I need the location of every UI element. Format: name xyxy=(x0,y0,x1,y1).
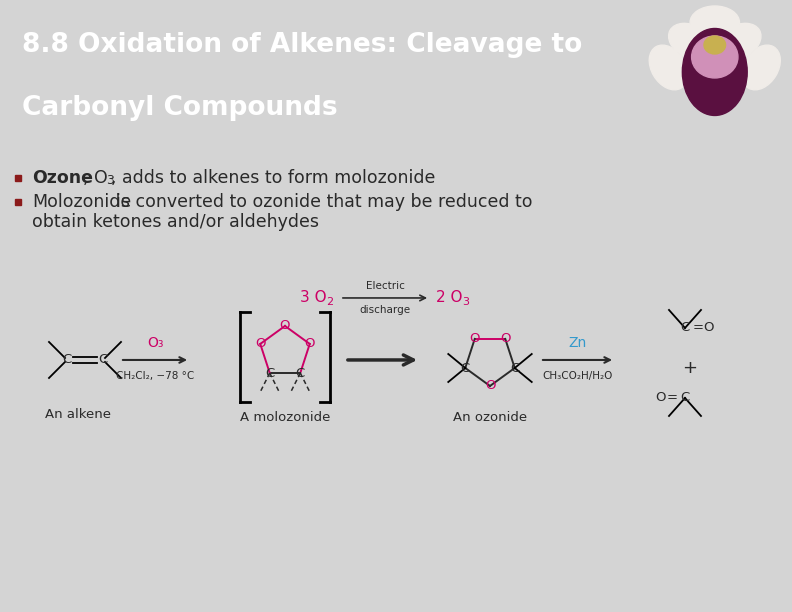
Text: C: C xyxy=(98,354,108,367)
Text: =: = xyxy=(692,321,703,335)
Text: O: O xyxy=(485,379,495,392)
Text: O: O xyxy=(280,319,290,332)
Text: CH₃CO₂H/H₂O: CH₃CO₂H/H₂O xyxy=(543,371,613,381)
Text: +: + xyxy=(683,359,698,377)
Ellipse shape xyxy=(691,36,738,78)
Text: O₃: O₃ xyxy=(147,336,163,350)
Text: O: O xyxy=(656,392,666,405)
Text: discharge: discharge xyxy=(360,305,410,315)
Text: is converted to ozonide that may be reduced to: is converted to ozonide that may be redu… xyxy=(116,193,532,211)
Ellipse shape xyxy=(668,23,714,61)
Text: C: C xyxy=(265,367,274,379)
Text: C: C xyxy=(680,392,690,405)
Text: An ozonide: An ozonide xyxy=(453,411,527,425)
Text: , adds to alkenes to form molozonide: , adds to alkenes to form molozonide xyxy=(111,169,436,187)
Text: , O: , O xyxy=(83,169,108,187)
Text: An alkene: An alkene xyxy=(45,408,111,422)
Text: C: C xyxy=(680,321,690,335)
Text: 8.8 Oxidation of Alkenes: Cleavage to: 8.8 Oxidation of Alkenes: Cleavage to xyxy=(22,32,583,58)
Text: Electric: Electric xyxy=(366,281,405,291)
Text: C: C xyxy=(461,362,470,375)
Text: 3: 3 xyxy=(462,297,469,307)
Text: O: O xyxy=(470,332,480,345)
Text: Carbonyl Compounds: Carbonyl Compounds xyxy=(22,95,338,121)
Text: 2: 2 xyxy=(326,297,333,307)
Text: =: = xyxy=(667,392,677,405)
Text: O: O xyxy=(304,337,315,351)
Text: C: C xyxy=(295,367,305,379)
Ellipse shape xyxy=(649,45,687,90)
Ellipse shape xyxy=(683,29,747,116)
Text: Ozone: Ozone xyxy=(32,169,93,187)
Text: O: O xyxy=(255,337,265,351)
Text: A molozonide: A molozonide xyxy=(240,411,330,425)
Text: 2 O: 2 O xyxy=(436,291,463,305)
Ellipse shape xyxy=(690,6,740,39)
Ellipse shape xyxy=(715,23,761,61)
Text: obtain ketones and/or aldehydes: obtain ketones and/or aldehydes xyxy=(32,213,319,231)
Text: O: O xyxy=(704,321,714,335)
Text: Molozonide: Molozonide xyxy=(32,193,131,211)
Text: C: C xyxy=(510,362,520,375)
Text: 3: 3 xyxy=(106,174,114,187)
Text: CH₂Cl₂, −78 °C: CH₂Cl₂, −78 °C xyxy=(116,371,194,381)
Text: 3 O: 3 O xyxy=(300,291,326,305)
Ellipse shape xyxy=(742,45,780,90)
Text: C: C xyxy=(63,354,71,367)
Text: O: O xyxy=(500,332,511,345)
Ellipse shape xyxy=(704,36,725,54)
Text: Zn: Zn xyxy=(569,336,587,350)
